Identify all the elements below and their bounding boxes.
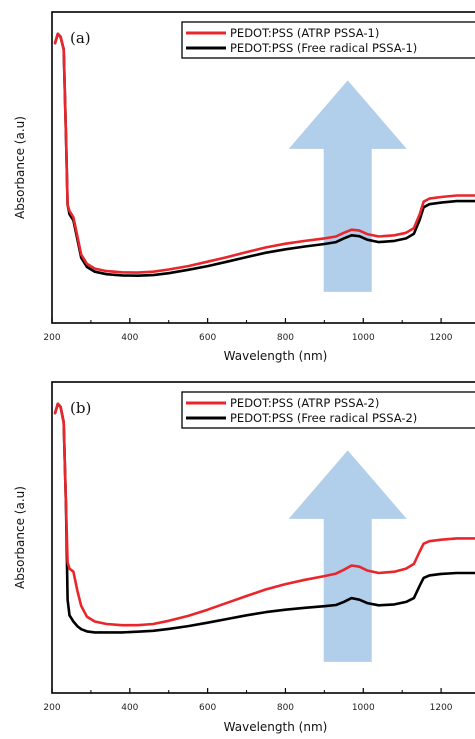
series-line-red <box>53 402 475 627</box>
y-axis-label: Absorbance (a.u) <box>13 116 27 219</box>
plot-frame <box>51 381 475 694</box>
x-tick-label: 200 <box>43 333 60 343</box>
legend: PEDOT:PSS (ATRP PSSA-2)PEDOT:PSS (Free r… <box>181 391 475 429</box>
legend-label: PEDOT:PSS (Free radical PSSA-1) <box>230 41 417 55</box>
panel-label: (b) <box>70 399 91 417</box>
legend-label: PEDOT:PSS (ATRP PSSA-1) <box>230 26 379 40</box>
legend-box <box>181 21 475 59</box>
x-tick-label: 1000 <box>352 333 375 343</box>
increase-arrow <box>288 80 407 292</box>
x-tick-label: 400 <box>121 333 138 343</box>
x-axis-label: Wavelength (nm) <box>224 720 328 734</box>
legend-box <box>181 391 475 429</box>
series-line-black <box>53 32 475 277</box>
x-axis-label: Wavelength (nm) <box>224 349 328 363</box>
series-line-red <box>53 32 475 274</box>
x-tick-label: 800 <box>277 333 294 343</box>
chart-panel-b: 200 400 600 800 1000 1200 Wavelength (nm) Absor… <box>13 381 475 734</box>
legend-label: PEDOT:PSS (Free radical PSSA-2) <box>230 411 417 425</box>
x-tick-label: 1200 <box>430 333 453 343</box>
x-tick-label: 600 <box>199 703 216 713</box>
series-line-black <box>53 402 475 634</box>
x-tick-label: 1000 <box>352 703 375 713</box>
x-tick-label: 200 <box>43 703 60 713</box>
increase-arrow <box>288 450 407 662</box>
legend: PEDOT:PSS (ATRP PSSA-1)PEDOT:PSS (Free r… <box>181 21 475 59</box>
panel-label: (a) <box>70 29 91 47</box>
x-tick-label: 800 <box>277 703 294 713</box>
x-tick-label: 600 <box>199 333 216 343</box>
x-tick-label: 1200 <box>430 703 453 713</box>
x-tick-label: 400 <box>121 703 138 713</box>
y-axis-label: Absorbance (a.u) <box>13 486 27 589</box>
plot-frame <box>51 11 475 324</box>
legend-label: PEDOT:PSS (ATRP PSSA-2) <box>230 396 379 410</box>
chart-panel-a: 200 400 600 800 1000 1200 Wavelength (nm) Absor… <box>13 11 475 363</box>
